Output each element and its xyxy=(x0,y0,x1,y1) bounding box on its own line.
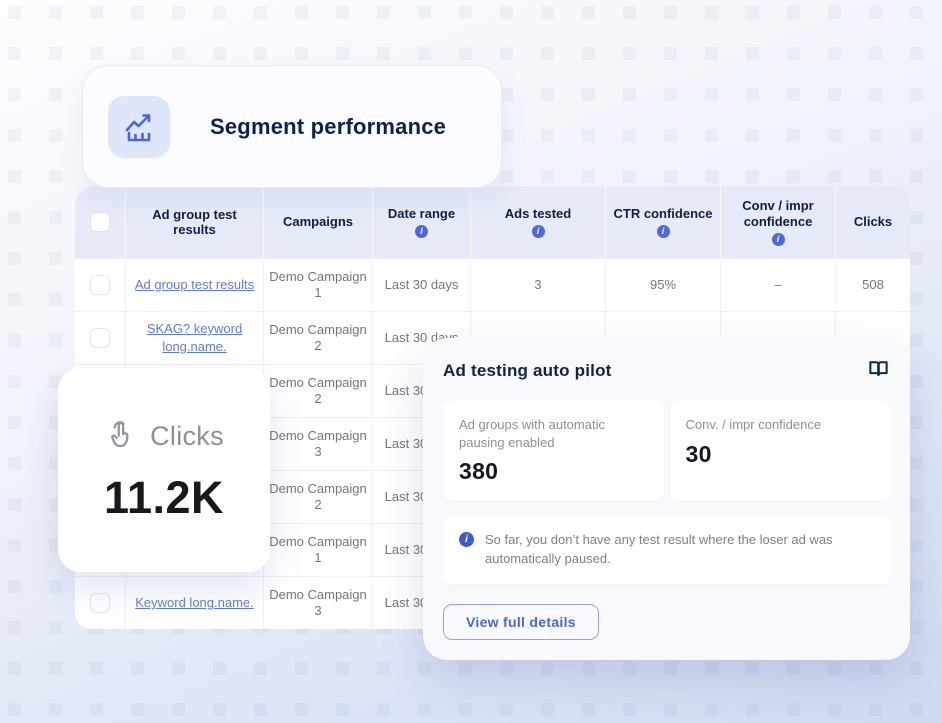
campaign-cell: Demo Campaign 2 xyxy=(269,321,367,353)
ad-group-link[interactable]: Keyword long.name. xyxy=(135,595,254,611)
ads-tested-cell: 3 xyxy=(534,276,542,292)
header-ads-tested-label: Ads tested xyxy=(504,205,572,221)
info-icon: i xyxy=(459,532,474,547)
header-clicks: Clicks xyxy=(835,186,910,258)
stat-value: 30 xyxy=(685,440,712,467)
autopilot-title: Ad testing auto pilot xyxy=(443,361,612,380)
stat-label: Ad groups with automatic pausing enabled xyxy=(459,417,605,450)
open-book-icon[interactable] xyxy=(867,357,890,385)
stat-box-conv-confidence: Conv. / impr confidence 30 xyxy=(669,401,890,501)
table-row: Ad group test results Demo Campaign 1 La… xyxy=(75,258,910,311)
campaign-cell: Demo Campaign 1 xyxy=(269,268,367,300)
ctr-confidence-cell: 95% xyxy=(649,276,677,292)
stat-value: 380 xyxy=(459,458,499,485)
header-date-range-label: Date range xyxy=(387,205,456,221)
header-ads-tested: Ads tested i xyxy=(470,186,605,258)
campaign-cell: Demo Campaign 2 xyxy=(269,374,367,406)
header-ctr-confidence: CTR confidence i xyxy=(605,186,720,258)
view-full-details-button[interactable]: View full details xyxy=(443,603,599,640)
campaign-cell: Demo Campaign 3 xyxy=(269,427,367,459)
conv-confidence-cell: – xyxy=(774,276,782,292)
info-icon[interactable]: i xyxy=(531,225,545,239)
ad-group-link[interactable]: Ad group test results xyxy=(134,277,255,293)
info-icon[interactable]: i xyxy=(771,232,785,246)
ad-testing-autopilot-card: Ad testing auto pilot Ad groups with aut… xyxy=(423,338,910,660)
header-ctr-confidence-label: CTR confidence xyxy=(613,205,713,221)
date-range-cell: Last 30 days xyxy=(384,276,459,292)
header-campaigns-label: Campaigns xyxy=(282,214,354,230)
info-icon[interactable]: i xyxy=(656,225,670,239)
campaign-cell: Demo Campaign 2 xyxy=(269,480,367,512)
header-checkbox-cell xyxy=(75,186,125,258)
clicks-card-value: 11.2K xyxy=(103,471,225,523)
autopilot-notice: i So far, you don’t have any test result… xyxy=(443,516,890,584)
header-date-range: Date range i xyxy=(372,186,470,258)
header-ad-group-label: Ad group test results xyxy=(152,206,237,237)
header-ad-group: Ad group test results xyxy=(125,186,263,258)
campaign-cell: Demo Campaign 1 xyxy=(269,533,367,565)
header-campaigns: Campaigns xyxy=(263,186,372,258)
row-checkbox[interactable] xyxy=(90,593,110,613)
campaign-cell: Demo Campaign 3 xyxy=(269,586,367,618)
trend-chart-icon xyxy=(108,95,170,158)
row-checkbox[interactable] xyxy=(90,275,110,295)
select-all-checkbox[interactable] xyxy=(90,212,110,232)
stat-box-auto-pausing: Ad groups with automatic pausing enabled… xyxy=(443,401,664,501)
clicks-cell: 508 xyxy=(862,276,884,292)
segment-performance-card: Segment performance xyxy=(82,65,502,188)
tap-icon xyxy=(104,417,138,456)
ad-group-link[interactable]: SKAG? keyword long.name. xyxy=(146,321,243,354)
info-icon[interactable]: i xyxy=(415,225,428,239)
table-header-row: Ad group test results Campaigns Date ran… xyxy=(75,186,910,258)
header-conv-confidence: Conv / impr confidence i xyxy=(720,186,835,258)
segment-card-title: Segment performance xyxy=(210,113,447,139)
clicks-metric-card: Clicks 11.2K xyxy=(58,368,270,572)
stat-label: Conv. / impr confidence xyxy=(685,417,822,432)
header-clicks-label: Clicks xyxy=(853,214,893,230)
autopilot-notice-text: So far, you don’t have any test result w… xyxy=(485,532,833,566)
row-checkbox[interactable] xyxy=(90,328,110,348)
clicks-card-label: Clicks xyxy=(150,420,224,451)
header-conv-confidence-label: Conv / impr confidence xyxy=(742,198,814,229)
